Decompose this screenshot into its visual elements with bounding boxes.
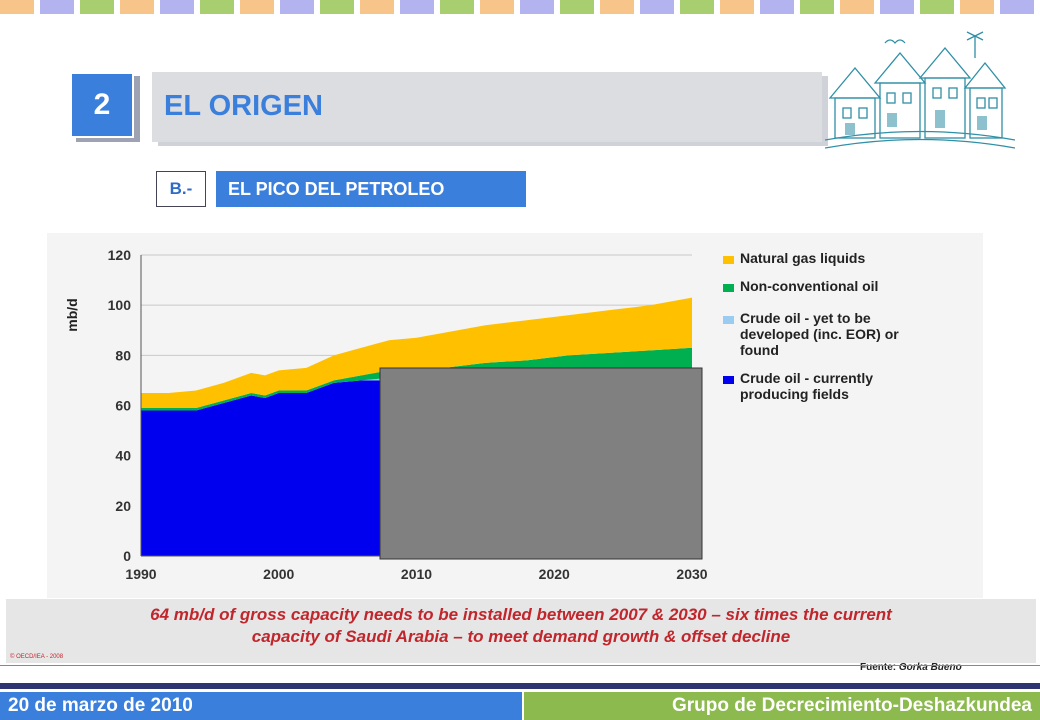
strip-block — [40, 0, 74, 14]
strip-block — [800, 0, 834, 14]
strip-block — [160, 0, 194, 14]
oil-supply-area-chart: 0 20 40 60 80 100 120 1990 2000 2010 2020 2030 mb/d N… — [64, 247, 899, 582]
legend-swatch — [723, 376, 734, 384]
strip-block — [840, 0, 874, 14]
strip-block — [760, 0, 794, 14]
strip-block — [440, 0, 474, 14]
strip-block — [1000, 0, 1034, 14]
strip-block — [80, 0, 114, 14]
strip-block — [520, 0, 554, 14]
strip-block — [200, 0, 234, 14]
footer-navy-band — [0, 683, 1040, 689]
strip-block — [280, 0, 314, 14]
village-logo-illustration — [825, 31, 1015, 149]
overlay-box — [379, 367, 703, 560]
strip-block — [920, 0, 954, 14]
legend-entry: Natural gas liquids — [740, 250, 865, 266]
x-tick-label: 1990 — [125, 566, 156, 582]
y-tick-label: 60 — [115, 398, 131, 414]
x-tick-label: 2000 — [263, 566, 294, 582]
strip-block — [680, 0, 714, 14]
strip-block — [480, 0, 514, 14]
strip-block — [600, 0, 634, 14]
y-tick-label: 100 — [108, 297, 132, 313]
strip-block — [240, 0, 274, 14]
decorative-top-strip — [0, 0, 1040, 14]
y-tick-label: 120 — [108, 247, 132, 263]
legend-entry: Crude oil - currently producing fields — [740, 370, 873, 402]
strip-block — [320, 0, 354, 14]
footer-group-name: Grupo de Decrecimiento-Deshazkundea — [524, 692, 1040, 720]
legend-swatch — [723, 284, 734, 292]
x-tick-label: 2020 — [539, 566, 570, 582]
section-number-box: 2 — [70, 72, 134, 138]
legend-entry: Non-conventional oil — [740, 278, 878, 294]
legend-swatch — [723, 316, 734, 324]
subsection-letter: B.- — [156, 171, 206, 207]
source-author: Gorka Bueno — [898, 662, 962, 673]
y-tick-label: 20 — [115, 498, 131, 514]
slide-title: EL ORIGEN — [164, 90, 323, 122]
x-tick-label: 2010 — [401, 566, 432, 582]
x-tick-label: 2030 — [676, 566, 707, 582]
strip-block — [120, 0, 154, 14]
y-tick-label: 80 — [115, 347, 131, 363]
area-series — [141, 297, 692, 409]
strip-block — [880, 0, 914, 14]
caption-line-1: 64 mb/d of gross capacity needs to be in… — [150, 605, 892, 624]
y-tick-label: 40 — [115, 448, 131, 464]
title-bar: EL ORIGEN — [152, 72, 822, 142]
strip-block — [960, 0, 994, 14]
strip-block — [360, 0, 394, 14]
subsection-title: EL PICO DEL PETROLEO — [216, 171, 526, 207]
legend-entry: Crude oil - yet to be developed (inc. EOR… — [740, 310, 899, 358]
y-axis-label: mb/d — [64, 298, 80, 331]
chart-caption: 64 mb/d of gross capacity needs to be in… — [6, 599, 1036, 663]
footer-date: 20 de marzo de 2010 — [0, 692, 522, 720]
section-number: 2 — [93, 88, 111, 121]
footer-divider — [0, 665, 1040, 666]
strip-block — [720, 0, 754, 14]
strip-block — [0, 0, 34, 14]
caption-line-2: capacity of Saudi Arabia – to meet deman… — [251, 627, 791, 646]
strip-block — [400, 0, 434, 14]
strip-block — [640, 0, 674, 14]
source-label: Fuente: — [860, 662, 897, 673]
legend-swatch — [723, 256, 734, 264]
strip-block — [560, 0, 594, 14]
source-credit: Fuente: Gorka Bueno — [860, 662, 962, 673]
copyright-note: © OECD/IEA - 2008 — [10, 654, 64, 660]
y-tick-label: 0 — [123, 548, 131, 564]
